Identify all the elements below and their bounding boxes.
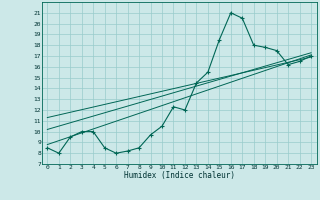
X-axis label: Humidex (Indice chaleur): Humidex (Indice chaleur) — [124, 171, 235, 180]
